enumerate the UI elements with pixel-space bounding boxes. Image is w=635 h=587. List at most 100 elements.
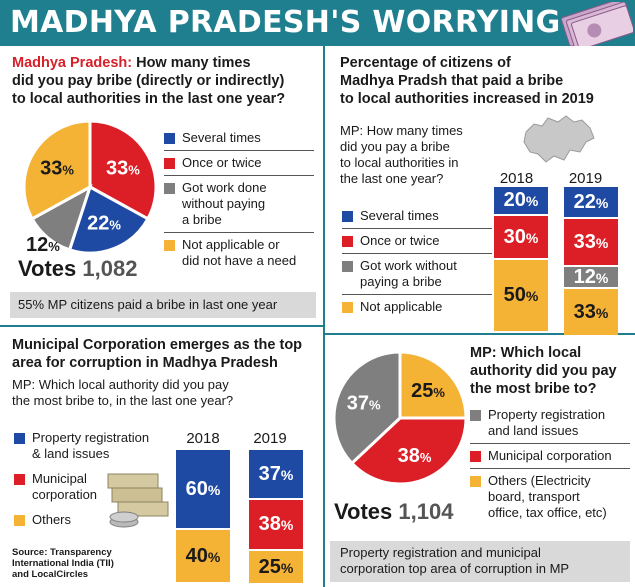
panel2-title-line3: to local authorities increased in 2019 <box>340 91 594 107</box>
panel1-question-line3: to local authorities in the last one yea… <box>12 91 286 107</box>
panel3-year-2018: 2018 <box>186 430 220 447</box>
panel3-bar-value-label: 60% <box>185 477 221 500</box>
panel1-question-prefix: Madhya Pradesh: <box>12 55 133 71</box>
panel1-legend-divider <box>164 150 314 151</box>
horizontal-divider-left <box>0 325 323 327</box>
panel4-footer-box: Property registration and municipal corp… <box>330 541 630 582</box>
panel2-legend-item: Not applicable <box>342 299 492 315</box>
panel1-legend-swatch <box>164 183 175 194</box>
panel4-legend-item: Municipal corporation <box>470 448 630 464</box>
panel2-bar-value-label: 22% <box>573 190 609 213</box>
pie1-label-not-applicable-or-did-not-have-a-need: 33% <box>40 158 74 180</box>
panel3-bar-value-label: 40% <box>185 544 221 567</box>
panel1-legend-label: Not applicable or did not have a need <box>182 237 297 268</box>
panel3-legend-label: Others <box>32 512 72 527</box>
panel2-legend-label: Got work without paying a bribe <box>360 258 457 289</box>
panel2-bar-value-label: 20% <box>503 189 539 211</box>
panel3-subquestion: MP: Which local authority did you pay th… <box>12 377 317 409</box>
panel2-legend-item: Several times <box>342 208 492 224</box>
panel3-bar-value-label: 38% <box>258 513 294 535</box>
panel1-legend: Several times Once or twice Got work done w… <box>164 130 314 273</box>
panel3-legend-swatch <box>14 474 25 485</box>
panel1-legend-item: Got work done without paying a bribe <box>164 180 314 228</box>
pie1-label-got-work-done-without-paying-a-bribe: 12% <box>26 234 60 256</box>
panel2-year-2018: 2018 <box>499 170 534 187</box>
panel3-legend-swatch <box>14 433 25 444</box>
panel3-sub-line1: MP: Which local authority did you pay <box>12 377 229 392</box>
pie-chart-authority: 25% 38% 37% <box>332 350 468 486</box>
pie1-label-once-or-twice: 33% <box>106 158 140 180</box>
panel4-title-line3: the most bribe to? <box>470 381 597 397</box>
panel1-legend-label: Several times <box>182 130 261 145</box>
horizontal-divider-right <box>325 333 635 335</box>
panel1-legend-divider <box>164 232 314 233</box>
panel2-subquestion: MP: How many times did you pay a bribe t… <box>340 123 500 187</box>
panel2-title-line1: Percentage of citizens of <box>340 55 511 71</box>
panel1-legend-item: Several times <box>164 130 314 146</box>
panel3-legend-swatch <box>14 515 25 526</box>
panel4-legend-swatch <box>470 476 481 487</box>
panel2-legend-label: Once or twice <box>360 233 440 248</box>
panel4-title-line2: authority did you pay <box>470 363 617 379</box>
panel2-legend-label: Not applicable <box>360 299 443 314</box>
pie4-slice-others <box>398 350 468 420</box>
panel3-bar-2018-others: 40% <box>176 530 230 582</box>
panel3-source-line3: and LocalCircles <box>12 569 89 580</box>
panel1-legend-divider <box>164 175 314 176</box>
panel4-footer-line2: corporation top area of corruption in MP <box>340 561 570 576</box>
panel3-bar-2019-municipal-corporation: 38% <box>249 500 303 549</box>
panel3-bar-2019-others: 25% <box>249 551 303 583</box>
panel2-legend-item: Got work without paying a bribe <box>342 258 492 290</box>
panel3-legend-item: Municipal corporation <box>14 471 174 503</box>
panel2-sub-line2: did you pay a bribe <box>340 139 450 154</box>
panel2-legend-swatch <box>342 302 353 313</box>
panel2-legend-item: Once or twice <box>342 233 492 249</box>
panel4-footer-line1: Property registration and municipal <box>340 545 541 560</box>
panel2-bar-2019-several-times: 22% <box>564 187 618 217</box>
panel3-source-line2: International India (TII) <box>12 558 114 569</box>
panel3-bar-value-label: 25% <box>258 555 294 578</box>
panel4-legend-label: Others (Electricity board, transport offic… <box>488 473 607 520</box>
panel1-legend-swatch <box>164 240 175 251</box>
panel4-legend-item: Property registration and land issues <box>470 407 630 439</box>
pie4-slice-municipal-corporation <box>349 416 468 486</box>
pie4-label-others: 25% <box>411 380 445 402</box>
panel2-legend-divider <box>342 294 492 295</box>
pie1-slice-several-times <box>67 184 150 255</box>
pie4-label-property-registration-and-land-issues: 37% <box>347 392 381 414</box>
panel4-legend-swatch <box>470 451 481 462</box>
panel3-legend-item: Property registration & land issues <box>14 430 174 462</box>
panel3-legend-label: Property registration & land issues <box>32 430 150 461</box>
panel2-bar-2018-once-or-twice: 30% <box>494 216 548 258</box>
panel4-title-line1: MP: Which local <box>470 345 582 361</box>
panel2-bar-2018-several-times: 20% <box>494 187 548 214</box>
panel3-bar-value-label: 37% <box>258 462 294 485</box>
currency-notes-icon <box>560 2 633 46</box>
panel3-title-line1: Municipal Corporation emerges as the top <box>12 337 303 353</box>
panel3-bar-2019-property-registration-land-issues: 37% <box>249 450 303 498</box>
panel4-votes-label: Votes <box>334 499 393 524</box>
cash-bundles-icon <box>107 473 169 528</box>
panel3-source-line1: Source: Transparency <box>12 547 112 558</box>
panel2-legend-divider <box>342 228 492 229</box>
panel2-legend-label: Several times <box>360 208 439 223</box>
panel1-question-line2: did you pay bribe (directly or indirectl… <box>12 73 285 89</box>
pie4-slice-property-registration-and-land-issues <box>332 350 402 466</box>
panel1-footer-box: 55% MP citizens paid a bribe in last one… <box>10 292 316 318</box>
panel4-legend-label: Property registration and land issues <box>488 407 606 438</box>
pie1-label-several-times: 22% <box>87 213 121 235</box>
panel1-footer-text: 55% MP citizens paid a bribe in last one… <box>18 297 278 312</box>
panel1-legend-item: Once or twice <box>164 155 314 171</box>
panel1-legend-label: Once or twice <box>182 155 262 170</box>
panel2-bar-value-label: 33% <box>573 230 609 253</box>
panel2-sub-line3: to local authorities in <box>340 155 459 170</box>
pie1-slice-once-or-twice <box>88 119 158 221</box>
page-title: MADHYA PRADESH'S WORRYING PICTURE <box>10 5 561 78</box>
panel3-legend: Property registration & land issues Munici… <box>14 430 174 537</box>
vertical-divider <box>323 46 325 587</box>
panel2-bar-value-label: 50% <box>503 284 539 306</box>
panel4-legend-item: Others (Electricity board, transport offic… <box>470 473 630 521</box>
madhya-pradesh-map-icon <box>523 115 595 163</box>
panel3-title: Municipal Corporation emerges as the top… <box>12 336 317 372</box>
panel1-legend-swatch <box>164 158 175 169</box>
